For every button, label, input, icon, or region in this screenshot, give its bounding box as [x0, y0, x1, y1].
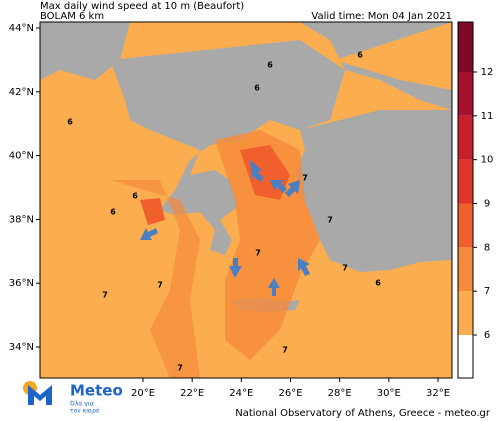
lon-label: 32°E [426, 388, 450, 399]
colorbar-label: 8 [484, 242, 490, 253]
lon-label: 28°E [328, 388, 352, 399]
contour-label: 6 [67, 118, 73, 127]
contour-label: 6 [267, 61, 273, 70]
logo-mark [28, 385, 52, 405]
colorbar-label: 6 [484, 330, 490, 341]
map-area: 6 6 6 6 6 7 7 7 7 7 7 7 7 6 6 [40, 22, 452, 378]
lat-label: 38°N [9, 214, 34, 225]
contour-label: 7 [157, 281, 163, 290]
contour-label: 6 [132, 192, 138, 201]
lon-label: 26°E [278, 388, 302, 399]
contour-labels: 6 6 6 6 6 7 7 7 7 7 7 7 7 6 6 [67, 51, 381, 373]
colorbar-label: 11 [481, 111, 494, 122]
colorbar-frame [457, 21, 474, 379]
valid-time: Valid time: Mon 04 Jan 2021 [311, 11, 452, 22]
sea [335, 22, 452, 90]
colorbar-band [458, 159, 473, 204]
title: Max daily wind speed at 10 m (Beaufort) [40, 1, 244, 12]
colorbar-band [458, 203, 473, 248]
colorbar: 6 7 8 9 10 11 12 [457, 21, 494, 379]
land [295, 110, 452, 272]
contour-label: 6 [254, 84, 260, 93]
wind-arrows [140, 160, 310, 296]
lat-label: 42°N [9, 87, 34, 98]
lon-label: 24°E [229, 388, 253, 399]
colorbar-band [458, 247, 473, 292]
land [40, 22, 130, 80]
lat-label: 44°N [9, 23, 34, 34]
contour-label: 7 [177, 364, 183, 373]
contour-label: 7 [282, 346, 288, 355]
colorbar-label: 9 [484, 199, 490, 210]
map-frame [39, 21, 453, 379]
colorbar-band [458, 115, 473, 160]
logo-tagline: Όλα για [69, 401, 94, 408]
colorbar-label: 7 [484, 286, 490, 297]
contour-label: 6 [110, 208, 116, 217]
colorbar-label: 12 [481, 67, 494, 78]
contour-label: 6 [375, 279, 381, 288]
lon-label: 22°E [180, 388, 204, 399]
colorbar-band [458, 22, 473, 72]
contour-label: 7 [302, 174, 308, 183]
colorbar-below [458, 335, 473, 378]
lat-label: 36°N [9, 278, 34, 289]
logo-name: Meteo [70, 382, 123, 400]
wind-zone [110, 180, 200, 378]
lat-label: 40°N [9, 151, 34, 162]
lon-label: 30°E [377, 388, 401, 399]
land [40, 22, 452, 110]
contour-label: 7 [102, 291, 108, 300]
logo: Meteo Όλα για τον καιρό [23, 381, 123, 415]
wind-zone [140, 198, 165, 225]
contour-label: 7 [255, 249, 261, 258]
lon-label: 20°E [131, 388, 155, 399]
lat-label: 34°N [9, 342, 34, 353]
credit: National Observatory of Athens, Greece -… [235, 408, 491, 419]
contour-label: 6 [357, 51, 363, 60]
model: BOLAM 6 km [40, 11, 104, 22]
contour-label: 7 [342, 264, 348, 273]
logo-tagline: τον καιρό [70, 408, 100, 415]
colorbar-band [458, 72, 473, 116]
colorbar-band [458, 291, 473, 335]
contour-label: 7 [327, 216, 333, 225]
colorbar-label: 10 [481, 155, 494, 166]
